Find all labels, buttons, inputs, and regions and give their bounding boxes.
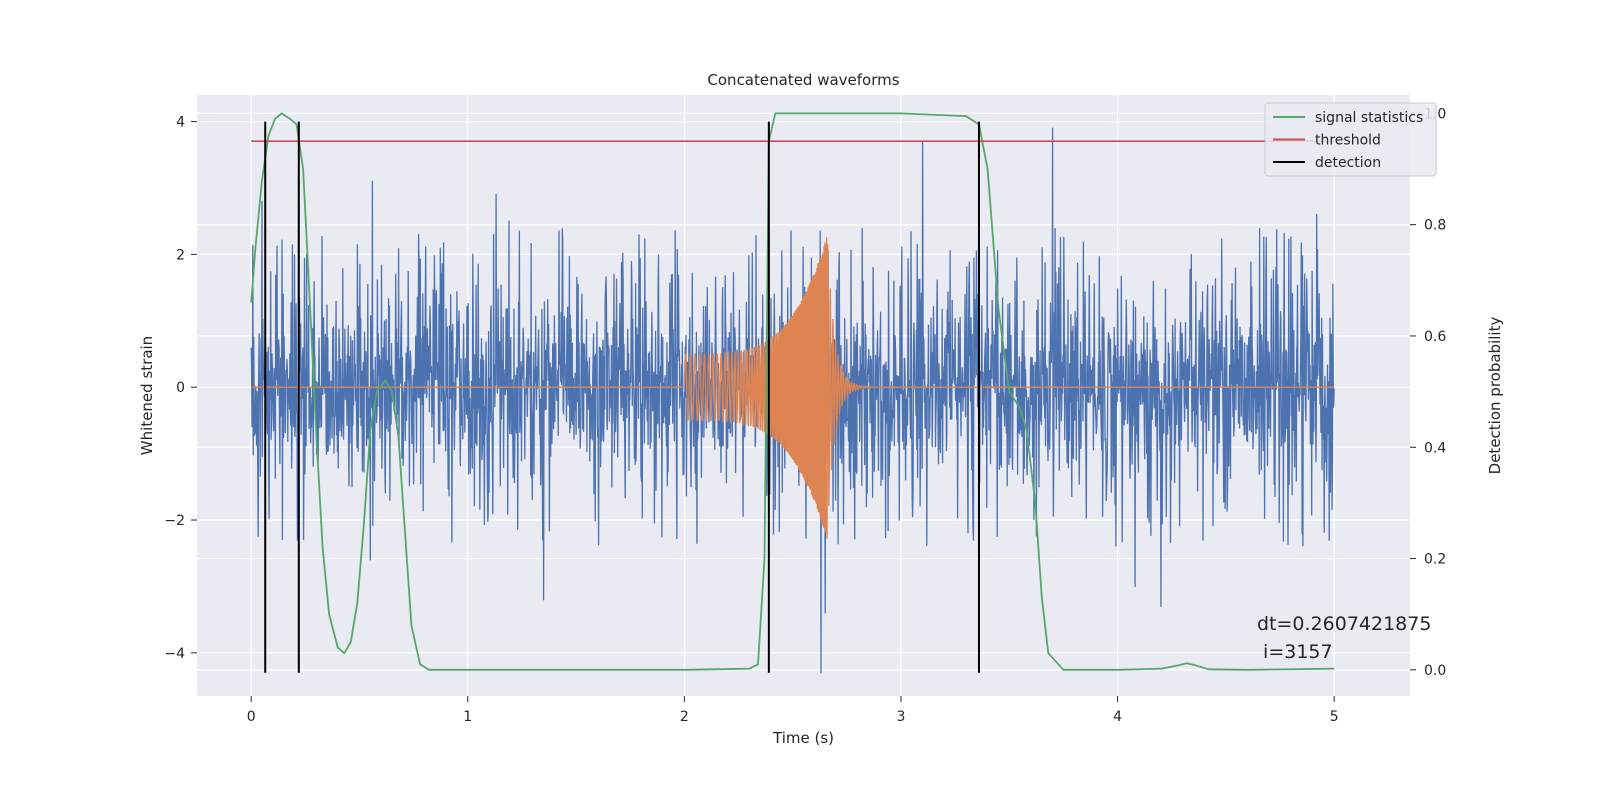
y2-axis-label: Detection probability <box>1486 317 1504 475</box>
annotation-index: i=3157 <box>1257 641 1333 663</box>
y2-tick-label: 0.2 <box>1424 552 1446 568</box>
x-axis-label: Time (s) <box>772 729 834 747</box>
signal-statistics-line <box>250 112 1335 671</box>
y-tick-label: −4 <box>164 646 185 662</box>
legend-label-signal-statistics: signal statistics <box>1315 110 1423 126</box>
legend-label-detection: detection <box>1315 155 1381 171</box>
legend-label-threshold: threshold <box>1315 133 1381 149</box>
y2-tick-label: 0.8 <box>1424 218 1446 234</box>
annotation-dt: dt=0.2607421875 <box>1257 613 1431 635</box>
chart-title: Concatenated waveforms <box>707 71 899 89</box>
x-tick-label: 3 <box>897 709 906 725</box>
y2-tick-label: 0.0 <box>1424 663 1446 679</box>
x-tick-label: 0 <box>247 709 256 725</box>
x-tick-label: 4 <box>1113 709 1122 725</box>
x-tick-label: 2 <box>680 709 689 725</box>
signal-statistics-series <box>250 112 1335 671</box>
y-tick-label: 0 <box>176 380 185 396</box>
legend-box <box>1264 102 1437 177</box>
y-tick-label: −2 <box>164 513 185 529</box>
y-axis-label: Whitened strain <box>138 336 156 455</box>
x-tick-label: 5 <box>1330 709 1339 725</box>
y-tick-label: 2 <box>176 247 185 263</box>
chirp-series <box>251 237 1335 539</box>
detection-series <box>264 121 980 673</box>
legend: signal statistics threshold detection <box>1264 102 1437 177</box>
grid <box>197 95 1410 696</box>
y2-tick-label: 0.4 <box>1424 440 1446 456</box>
y2-tick-label: 0.6 <box>1424 329 1446 345</box>
chirp-line <box>251 237 1335 539</box>
y-tick-label: 4 <box>176 115 185 131</box>
x-tick-label: 1 <box>463 709 472 725</box>
